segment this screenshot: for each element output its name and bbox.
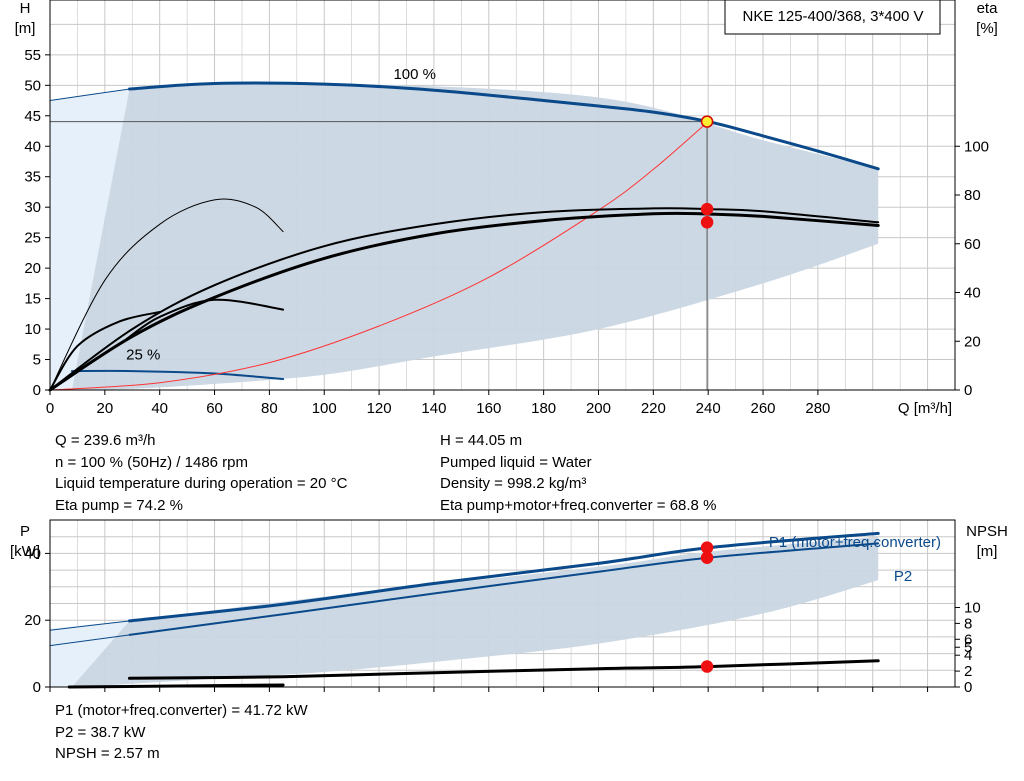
x-tick-label: 260: [751, 400, 776, 417]
series-p1-extension: [49, 620, 130, 631]
y-tick-label: 40: [24, 138, 41, 155]
flow-readout: Q = 239.6 m³/h: [55, 432, 156, 449]
pumped-liquid-readout: Pumped liquid = Water: [440, 453, 592, 471]
series-head-max: [128, 81, 880, 171]
x-tick-label: 140: [421, 400, 446, 417]
series-p2: [128, 542, 880, 636]
x-tick-label: 100: [312, 400, 337, 417]
y-tick-label: 50: [24, 77, 41, 94]
duty-info-right: H = 44.05 m Pumped liquid = Water Densit…: [440, 430, 716, 516]
y-right-tick-label: 5: [964, 639, 972, 656]
x-tick-label: 0: [46, 400, 54, 417]
legend-p1: P1 (motor+freq.converter): [769, 534, 941, 551]
y-axis-label: P: [20, 523, 30, 540]
y-axis-unit: [m]: [15, 20, 36, 37]
x-tick-label: 160: [476, 400, 501, 417]
p2-readout: P2 = 38.7 kW: [55, 723, 146, 741]
operating-area: [71, 83, 879, 391]
head-efficiency-chart: 0 5 10 15 20 25 30 35 40 45 50 55 0 20 40 60 80 100 0 20 40 6…: [15, 0, 999, 417]
eta-pump-readout: Eta pump = 74.2 %: [55, 496, 183, 514]
x-tick-label: 60: [206, 400, 223, 417]
y-right-tick-label: 6: [964, 631, 972, 648]
plot-frame: [49, 519, 956, 688]
power-info: P1 (motor+freq.converter) = 41.72 kW P2 …: [55, 700, 308, 765]
x-tick-label: 280: [805, 400, 830, 417]
x-tick-label: 80: [261, 400, 278, 417]
y-tick-label: 25: [24, 230, 41, 247]
y-tick-label: 20: [24, 612, 41, 629]
y-tick-label: 15: [24, 291, 41, 308]
duty-info-left: Q = 239.6 m³/h n = 100 % (50Hz) / 1486 r…: [55, 430, 347, 516]
head-readout: H = 44.05 m: [440, 432, 523, 449]
x-tick-label: 40: [151, 400, 168, 417]
duty-point-marker: [700, 216, 714, 229]
x-tick-label: 180: [531, 400, 556, 417]
x-tick-label: 20: [97, 400, 114, 417]
series-head-thin-extension: [49, 88, 130, 101]
chart-title: NKE 125-400/368, 3*400 V: [743, 8, 924, 25]
p1-readout: P1 (motor+freq.converter) = 41.72 kW: [55, 702, 308, 719]
y-right-tick-label: 0: [964, 382, 972, 399]
series-p2-extension: [49, 634, 130, 647]
density-readout: Density = 998.2 kg/m³: [440, 475, 587, 492]
y-right-tick-label: 8: [964, 615, 972, 632]
y-tick-label: 0: [33, 382, 41, 399]
x-tick-label: 220: [641, 400, 666, 417]
series-eta-min-speed-2: [49, 311, 161, 391]
y-right-tick-label: 40: [964, 285, 981, 302]
y-right-tick-label: 60: [964, 236, 981, 253]
y-tick-label: 5: [33, 352, 41, 369]
series-eta-pump: [48, 211, 880, 392]
duty-point-marker: [700, 551, 714, 564]
y-right-tick-label: 4: [964, 647, 972, 664]
y-right-axis-unit: [%]: [976, 20, 998, 37]
series-p1: [128, 531, 880, 623]
y-tick-label: 55: [24, 47, 41, 64]
series-npsh: [128, 659, 880, 680]
series-head-min-speed: [70, 369, 285, 380]
series-system-curve: [49, 121, 709, 391]
x-tick-label: 200: [586, 400, 611, 417]
y-right-tick-label: 80: [964, 187, 981, 204]
y-right-tick-label: 0: [964, 679, 972, 696]
curve-annotation: 25 %: [126, 347, 160, 364]
liquid-temperature-readout: Liquid temperature during operation = 20…: [55, 475, 348, 492]
y-tick-label: 20: [24, 260, 41, 277]
y-tick-label: 30: [24, 199, 41, 216]
y-right-tick-label: 10: [964, 599, 981, 616]
operating-area: [71, 536, 879, 687]
y-tick-label: 10: [24, 321, 41, 338]
duty-point-marker: [700, 115, 714, 128]
series-eta-min-speed: [125, 298, 285, 340]
eta-total-readout: Eta pump+motor+freq.converter = 68.8 %: [440, 496, 717, 514]
npsh-readout: NPSH = 2.57 m: [55, 745, 160, 762]
y-tick-label: 45: [24, 108, 41, 125]
duty-point-marker: [700, 660, 714, 673]
y-right-axis-label: eta: [977, 0, 999, 17]
y-tick-label: 40: [24, 545, 41, 562]
x-tick-label: 240: [696, 400, 721, 417]
x-axis-label: Q [m³/h]: [898, 400, 952, 417]
y-right-axis-unit: [m]: [977, 543, 998, 560]
operating-area-extension: [50, 88, 130, 390]
y-axis-unit: [kW]: [10, 543, 40, 560]
y-right-axis-label: NPSH: [966, 523, 1008, 540]
curve-annotation: 100 %: [393, 66, 436, 83]
speed-readout: n = 100 % (50Hz) / 1486 rpm: [55, 453, 249, 471]
series-eta-total: [49, 207, 880, 391]
duty-point-marker: [700, 202, 714, 216]
y-right-tick-label: 2: [964, 663, 972, 680]
y-right-tick-label: 100: [964, 138, 989, 155]
legend-p2: P2: [894, 568, 912, 585]
y-tick-label: 35: [24, 169, 41, 186]
y-axis-label: H: [20, 0, 31, 17]
y-right-tick-label: 20: [964, 333, 981, 350]
y-tick-label: 0: [33, 679, 41, 696]
title-box: [724, 0, 941, 35]
x-tick-label: 120: [367, 400, 392, 417]
series-eta-thin-min: [49, 198, 284, 391]
